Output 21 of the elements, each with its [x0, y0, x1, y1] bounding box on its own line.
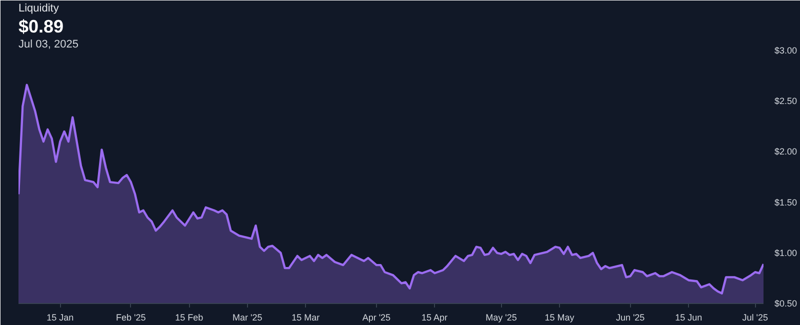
y-tick-label: $0.50	[774, 298, 798, 308]
y-tick-label: $1.00	[774, 248, 798, 258]
x-tick-label: 15 Jan	[46, 312, 74, 322]
x-tick-label: Feb '25	[116, 312, 146, 322]
y-tick-label: $1.50	[774, 197, 798, 208]
x-tick-label: 15 Jun	[675, 312, 702, 322]
x-tick-label: 15 Feb	[175, 312, 204, 322]
chart-subtitle: $0.89	[18, 16, 64, 36]
x-tick-label: 15 May	[544, 312, 575, 322]
x-tick-label: May '25	[486, 312, 517, 322]
x-tick-label: 15 Apr	[421, 312, 448, 322]
x-tick-label: Jul '25	[742, 312, 768, 322]
y-tick-label: $2.50	[774, 96, 798, 106]
y-tick-label: $3.00	[774, 46, 798, 56]
x-tick-label: 15 Mar	[292, 312, 320, 322]
chart-title: Liquidity	[18, 2, 60, 14]
x-tick-label: Apr '25	[362, 312, 391, 322]
annotation: Jul 03, 2025	[18, 38, 78, 50]
y-tick-label: $2.00	[774, 146, 798, 157]
x-tick-label: Jun '25	[616, 312, 645, 322]
x-tick-label: Mar '25	[232, 312, 262, 322]
